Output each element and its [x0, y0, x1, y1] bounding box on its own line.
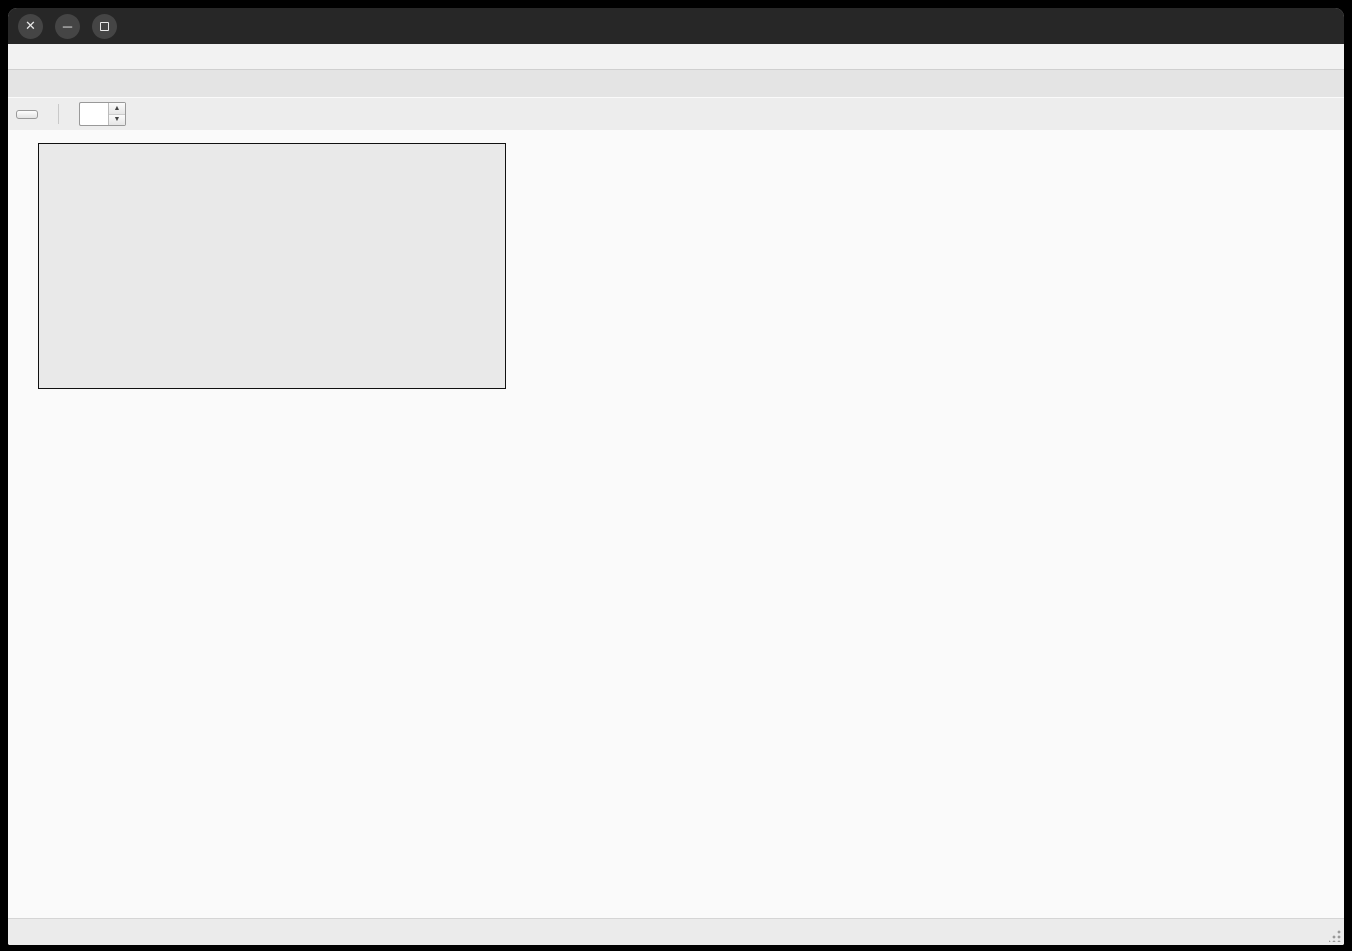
- minimize-icon: ─: [62, 18, 73, 34]
- close-button[interactable]: ✕: [18, 13, 43, 39]
- titlebar: ✕ ─: [8, 8, 1344, 44]
- toolbar-separator: [58, 104, 59, 124]
- spinner-down-icon[interactable]: ▼: [109, 114, 125, 125]
- close-icon: ✕: [25, 18, 36, 33]
- app-window: ✕ ─ ▲ ▼: [8, 8, 1344, 945]
- stacked-diagrams-spinner[interactable]: ▲ ▼: [79, 102, 126, 126]
- toolbar: ▲ ▼: [8, 97, 1344, 130]
- maximize-button[interactable]: [92, 13, 117, 39]
- stacked-diagrams-value[interactable]: [80, 103, 108, 125]
- minimize-button[interactable]: ─: [55, 13, 80, 39]
- tabbar: [8, 70, 1344, 97]
- chart-legend: [38, 143, 506, 389]
- maximize-icon: [100, 21, 109, 31]
- consumption-chart[interactable]: [8, 130, 1344, 918]
- spinner-up-icon[interactable]: ▲: [109, 103, 125, 115]
- export-as-button[interactable]: [16, 109, 38, 119]
- statusbar: [8, 918, 1344, 945]
- resize-grip[interactable]: [1329, 930, 1341, 942]
- menubar: [8, 44, 1344, 70]
